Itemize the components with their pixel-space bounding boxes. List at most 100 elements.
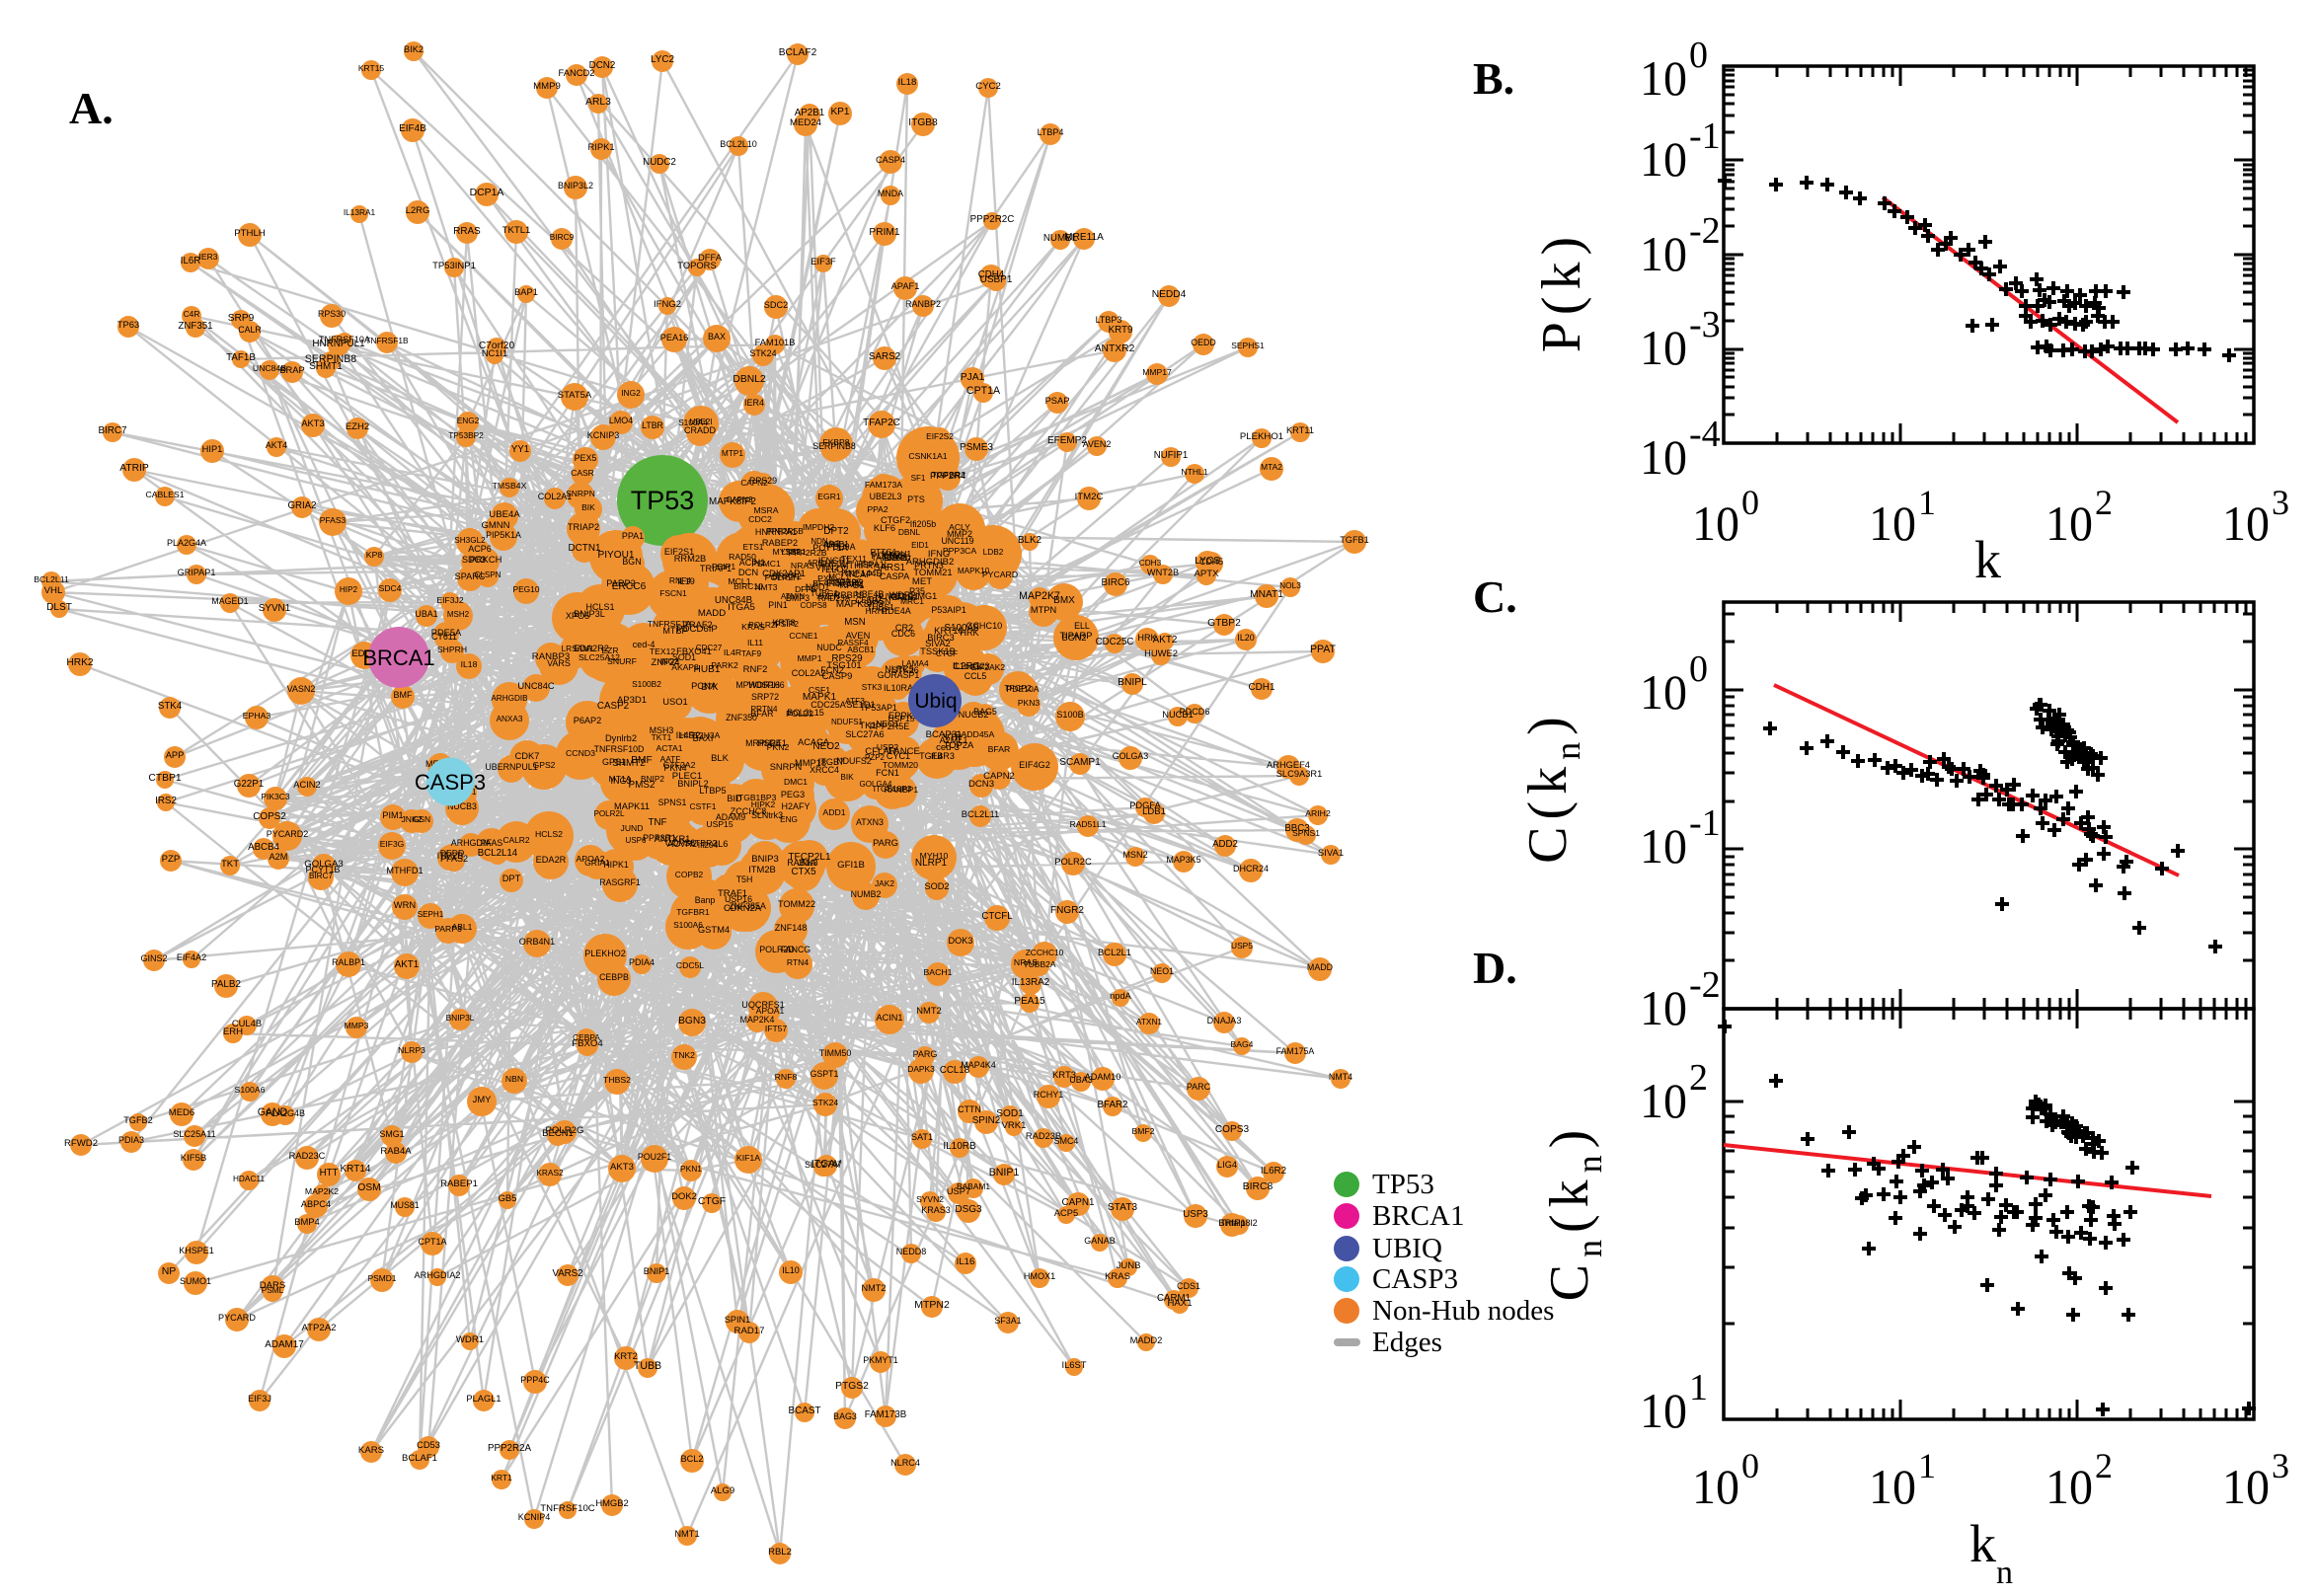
svg-text:HIST2H3A: HIST2H3A bbox=[680, 730, 721, 740]
svg-text:TP63: TP63 bbox=[117, 320, 139, 330]
svg-text:BMF: BMF bbox=[631, 755, 653, 766]
svg-text:TGFBR1: TGFBR1 bbox=[676, 907, 710, 917]
svg-text:NUCB3: NUCB3 bbox=[447, 801, 477, 811]
svg-text:EDA2R2: EDA2R2 bbox=[574, 644, 609, 653]
svg-text:RAB1A: RAB1A bbox=[787, 858, 816, 868]
svg-text:10: 10 bbox=[1869, 495, 1916, 551]
svg-text:FCN2: FCN2 bbox=[820, 665, 844, 675]
svg-text:EDD2: EDD2 bbox=[351, 648, 376, 659]
svg-text:TEX11: TEX11 bbox=[841, 554, 867, 564]
svg-text:HNRNPUL1: HNRNPUL1 bbox=[312, 339, 365, 349]
svg-text:ALG9: ALG9 bbox=[711, 1485, 734, 1496]
svg-text:HMGB2: HMGB2 bbox=[595, 1497, 628, 1508]
svg-text:PDCD6IP: PDCD6IP bbox=[676, 624, 718, 635]
svg-text:LTBP5: LTBP5 bbox=[699, 786, 726, 796]
svg-text:RFWD2: RFWD2 bbox=[64, 1138, 98, 1149]
svg-text:PLEKHO2: PLEKHO2 bbox=[584, 949, 626, 958]
svg-text:PIP5K1A: PIP5K1A bbox=[486, 530, 521, 540]
svg-text:TP53: TP53 bbox=[1372, 1169, 1434, 1200]
svg-text:TRIAP1: TRIAP1 bbox=[700, 564, 732, 573]
svg-text:CSNK1A1: CSNK1A1 bbox=[908, 451, 947, 461]
svg-text:FAM101B: FAM101B bbox=[755, 338, 796, 347]
svg-text:GTBP2: GTBP2 bbox=[1207, 618, 1241, 629]
svg-text:BAXI: BAXI bbox=[693, 733, 714, 743]
svg-text:ERCC6: ERCC6 bbox=[612, 581, 647, 592]
svg-text:CASP2: CASP2 bbox=[597, 701, 629, 712]
svg-text:UBE2I: UBE2I bbox=[689, 418, 712, 426]
svg-text:10: 10 bbox=[1692, 1459, 1739, 1514]
svg-text:SMC4: SMC4 bbox=[1054, 1136, 1079, 1146]
svg-text:MTHFR: MTHFR bbox=[841, 560, 874, 570]
svg-text:CAPN2: CAPN2 bbox=[891, 593, 918, 602]
svg-text:IL4R: IL4R bbox=[724, 647, 741, 657]
svg-text:PLEC1: PLEC1 bbox=[672, 771, 702, 782]
svg-text:RASGRF1: RASGRF1 bbox=[599, 877, 641, 887]
svg-text:USP16: USP16 bbox=[725, 894, 752, 904]
svg-text:AKT2: AKT2 bbox=[1153, 635, 1178, 646]
svg-text:BCL2L1: BCL2L1 bbox=[1098, 947, 1131, 957]
svg-text:NHEJ1: NHEJ1 bbox=[817, 559, 846, 569]
svg-text:PKN3: PKN3 bbox=[1018, 698, 1040, 708]
svg-text:IL4: IL4 bbox=[931, 751, 943, 761]
svg-text:C.: C. bbox=[1473, 571, 1517, 622]
svg-text:LYCS: LYCS bbox=[1195, 556, 1220, 567]
svg-text:Tnfaip8l2: Tnfaip8l2 bbox=[1220, 1218, 1257, 1228]
svg-text:CFLAR: CFLAR bbox=[865, 746, 896, 757]
svg-text:STK4: STK4 bbox=[158, 701, 183, 712]
svg-text:DAPK3: DAPK3 bbox=[907, 1064, 935, 1074]
svg-text:CASP4: CASP4 bbox=[876, 155, 905, 165]
svg-text:GSN: GSN bbox=[413, 814, 430, 824]
svg-text:BCL2L14: BCL2L14 bbox=[478, 848, 518, 859]
svg-text:HMG1: HMG1 bbox=[911, 591, 938, 601]
svg-text:0: 0 bbox=[1741, 1446, 1759, 1485]
svg-text:TRAF1: TRAF1 bbox=[718, 888, 747, 899]
svg-text:RAB4A: RAB4A bbox=[380, 1146, 412, 1157]
svg-text:OSM: OSM bbox=[357, 1182, 380, 1193]
svg-text:EIF3J2: EIF3J2 bbox=[436, 595, 463, 605]
svg-text:CASP3: CASP3 bbox=[1372, 1263, 1458, 1295]
svg-text:MAP2K2: MAP2K2 bbox=[305, 1186, 339, 1196]
svg-text:CDC2: CDC2 bbox=[748, 514, 772, 524]
svg-text:BIRC7: BIRC7 bbox=[98, 425, 126, 436]
svg-text:TGFB2: TGFB2 bbox=[123, 1115, 153, 1125]
svg-text:IL10RA: IL10RA bbox=[884, 683, 913, 693]
svg-text:ZNF148: ZNF148 bbox=[775, 923, 808, 933]
svg-text:Ifi204: Ifi204 bbox=[698, 840, 719, 850]
svg-text:TRAF2: TRAF2 bbox=[683, 620, 712, 630]
svg-text:MYST1: MYST1 bbox=[773, 547, 802, 557]
svg-text:HIPK2: HIPK2 bbox=[751, 799, 776, 809]
svg-text:NEDD8: NEDD8 bbox=[896, 1247, 927, 1256]
svg-text:STAT3: STAT3 bbox=[1108, 1202, 1138, 1213]
svg-text:PKN1: PKN1 bbox=[680, 1164, 702, 1174]
svg-text:SOD2: SOD2 bbox=[924, 881, 949, 891]
svg-text:MYOU1: MYOU1 bbox=[882, 549, 912, 559]
svg-text:NUDC: NUDC bbox=[816, 643, 842, 652]
svg-text:SYVN1: SYVN1 bbox=[259, 603, 291, 614]
svg-text:IFNG: IFNG bbox=[928, 549, 950, 559]
svg-text:BID: BID bbox=[727, 794, 742, 803]
svg-text:KCNIP3: KCNIP3 bbox=[587, 430, 620, 440]
svg-text:AP3D1: AP3D1 bbox=[617, 695, 647, 706]
svg-text:POLR2I: POLR2I bbox=[748, 620, 778, 630]
svg-text:HNRNPA1: HNRNPA1 bbox=[755, 527, 797, 537]
svg-text:KCNIP4: KCNIP4 bbox=[518, 1512, 551, 1522]
svg-text:NEDD4: NEDD4 bbox=[1152, 289, 1187, 300]
svg-text:AVEN: AVEN bbox=[816, 591, 839, 601]
svg-text:GSPT1: GSPT1 bbox=[811, 1069, 839, 1079]
svg-text:RNF4: RNF4 bbox=[669, 575, 691, 585]
svg-text:BLK: BLK bbox=[711, 752, 729, 763]
svg-text:1: 1 bbox=[1918, 1446, 1936, 1485]
svg-text:BNIP3: BNIP3 bbox=[751, 854, 778, 865]
svg-text:S100A4: S100A4 bbox=[678, 418, 708, 427]
svg-text:FAM173B: FAM173B bbox=[865, 1409, 907, 1420]
svg-text:KIF1B: KIF1B bbox=[888, 592, 913, 602]
svg-text:MRE11A: MRE11A bbox=[1064, 232, 1104, 243]
svg-text:BMP3: BMP3 bbox=[786, 593, 810, 603]
svg-text:TFAP2C: TFAP2C bbox=[863, 418, 900, 428]
svg-text:TFCP2L1: TFCP2L1 bbox=[788, 852, 831, 863]
svg-text:PPP4C: PPP4C bbox=[520, 1375, 550, 1385]
svg-text:USP5: USP5 bbox=[1231, 941, 1253, 950]
svg-text:BRAP2: BRAP2 bbox=[772, 571, 802, 581]
svg-text:FAM173A: FAM173A bbox=[865, 480, 902, 490]
svg-text:COPS8: COPS8 bbox=[800, 601, 827, 610]
